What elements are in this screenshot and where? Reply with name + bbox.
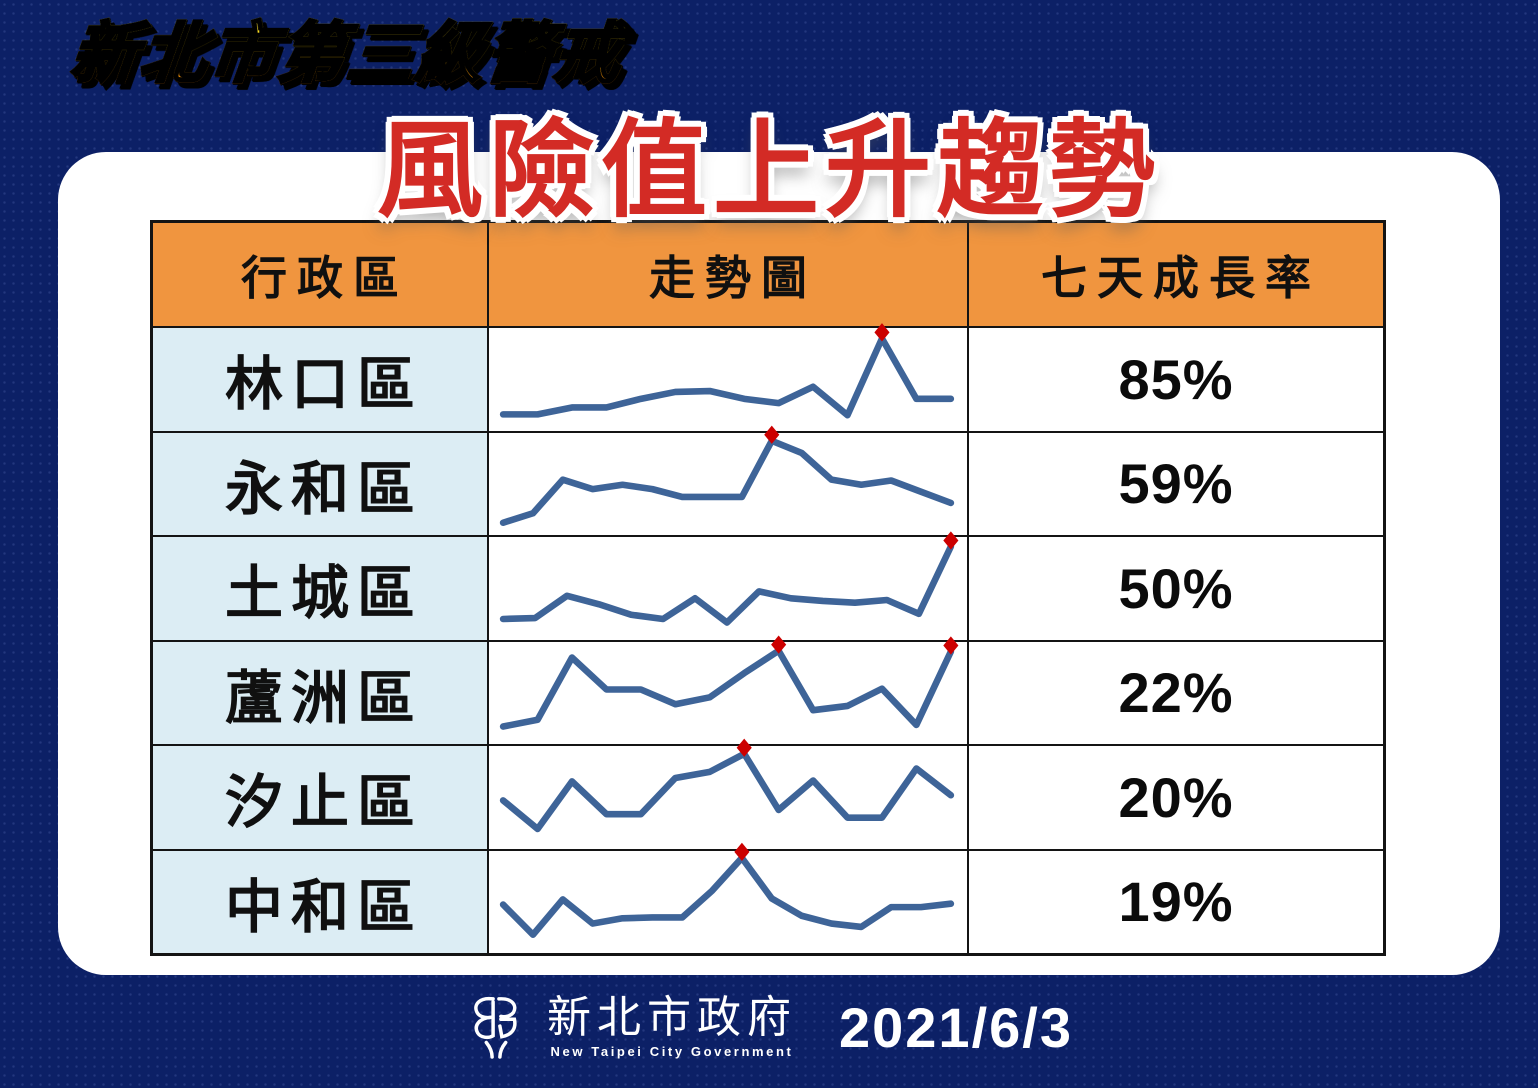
column-header-trend-chart: 走勢圖 (489, 223, 967, 326)
alert-level-banner-text: 新北市第三級警戒 (66, 0, 629, 96)
growth-rate-value: 19% (969, 850, 1383, 953)
trend-sparkline (499, 634, 959, 730)
growth-rate-value: 50% (969, 537, 1383, 640)
table-row-trend-cell (489, 738, 967, 849)
trend-sparkline (499, 842, 955, 938)
district-name: 蘆洲區 (153, 641, 487, 744)
alert-level-banner: 新北市第三級警戒 (66, 0, 629, 96)
table-row-trend-cell (489, 531, 967, 640)
district-name: 林口區 (153, 328, 487, 431)
trend-sparkline (499, 323, 955, 419)
table-row-trend-cell (489, 425, 967, 535)
table-row-trend-cell (489, 323, 967, 431)
growth-rate-value: 85% (969, 328, 1383, 431)
trend-sparkline (499, 738, 955, 833)
page-title: 風險值上升趨勢 (377, 112, 1161, 230)
org-name-en: New Taipei City Government (550, 1044, 794, 1060)
report-date: 2021/6/3 (839, 995, 1073, 1059)
table-row-trend-cell (489, 634, 967, 744)
district-name: 土城區 (153, 537, 487, 640)
table-row-trend-cell (489, 842, 967, 953)
column-header-growth-rate: 七天成長率 (969, 223, 1383, 326)
org-name-zh: 新北市政府 (547, 991, 797, 1043)
column-header-district: 行政區 (153, 223, 487, 326)
footer: 新北市政府 New Taipei City Government 2021/6/… (0, 994, 1538, 1060)
trend-sparkline (499, 425, 955, 526)
district-name: 中和區 (153, 850, 487, 953)
growth-rate-value: 22% (969, 641, 1383, 744)
trend-sparkline (499, 531, 959, 626)
new-taipei-city-government-logo-icon (465, 994, 527, 1060)
district-name: 永和區 (153, 432, 487, 535)
growth-rate-value: 20% (969, 746, 1383, 849)
org-name-block: 新北市政府 New Taipei City Government (547, 991, 797, 1060)
district-name: 汐止區 (153, 746, 487, 849)
growth-rate-value: 59% (969, 432, 1383, 535)
risk-trend-table: 行政區 走勢圖 七天成長率 林口區 85% 永和區 59% 土城區 50% 蘆洲… (150, 220, 1386, 956)
